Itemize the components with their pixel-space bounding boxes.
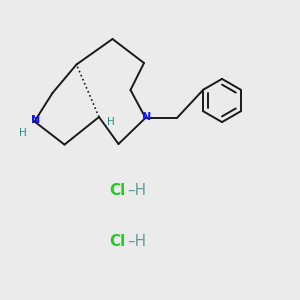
Text: –H: –H (128, 183, 147, 198)
Text: Cl: Cl (110, 234, 126, 249)
Text: H: H (19, 128, 27, 138)
Text: Cl: Cl (110, 183, 126, 198)
Text: H: H (106, 117, 114, 128)
Text: N: N (32, 115, 40, 125)
Text: N: N (142, 112, 151, 122)
Text: –H: –H (128, 234, 147, 249)
